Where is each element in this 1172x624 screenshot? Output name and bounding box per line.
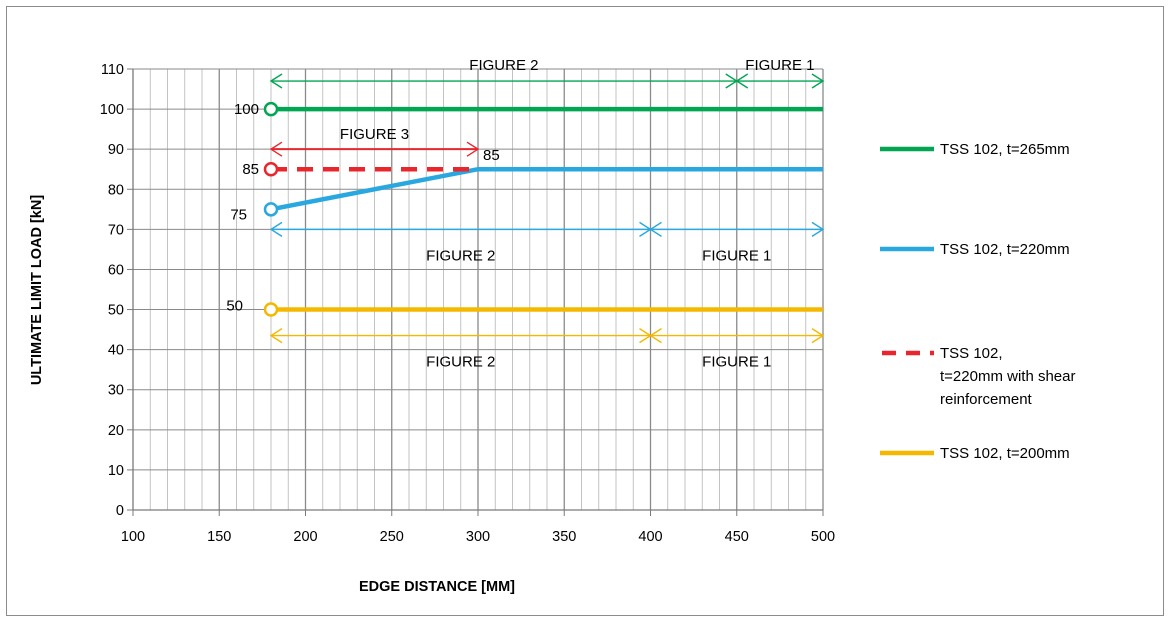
range-arrowhead [811, 328, 825, 344]
x-tick-label: 150 [207, 529, 231, 545]
x-tick-label: 200 [293, 529, 317, 545]
range-annotations: FIGURE 2 FIGURE 1 FIGURE 3 FIGURE 2 FIGURE 1… [269, 57, 825, 371]
x-tick-label: 300 [466, 529, 490, 545]
point-label: 50 [226, 298, 243, 315]
range-arrowhead [269, 221, 283, 237]
series-start-marker [263, 101, 279, 117]
range-arrowhead [269, 328, 283, 344]
y-tick-label: 70 [108, 222, 124, 238]
range-label: FIGURE 3 [340, 126, 409, 143]
y-tick-label: 0 [116, 503, 124, 519]
x-tick-label: 250 [380, 529, 404, 545]
range-arrowhead [649, 328, 662, 344]
point-label: 85 [242, 161, 259, 178]
series-start-marker [263, 202, 279, 217]
x-tick-label: 500 [811, 529, 835, 545]
range-label: FIGURE 2 [426, 247, 495, 264]
legend-label: TSS 102, t=265mm [940, 141, 1070, 158]
range-label: FIGURE 2 [469, 57, 538, 74]
x-tick-label: 450 [725, 529, 749, 545]
point-label: 100 [234, 101, 259, 118]
x-tick-label: 400 [638, 529, 662, 545]
legend-label: reinforcement [940, 391, 1033, 408]
point-label: 75 [230, 206, 247, 223]
y-tick-label: 100 [100, 102, 124, 118]
y-tick-label: 20 [108, 423, 124, 439]
range-arrowhead [735, 73, 749, 89]
x-tick-label: 100 [121, 529, 145, 545]
y-tick-label: 30 [108, 383, 124, 399]
range-arrowhead [269, 141, 283, 157]
y-tick-label: 40 [108, 343, 124, 359]
legend-label: TSS 102, [940, 345, 1003, 362]
range-label: FIGURE 2 [426, 354, 495, 371]
x-tick-label: 350 [552, 529, 576, 545]
y-tick-label: 110 [101, 62, 124, 78]
grid [133, 68, 824, 510]
y-tick-label: 80 [108, 182, 124, 198]
series-start-marker [263, 161, 279, 177]
legend-label: TSS 102, t=200mm [940, 445, 1070, 462]
axes: 0 10 20 30 40 50 60 70 80 90 100 110 100 150 200 250 300… [100, 62, 835, 545]
y-tick-label: 90 [108, 142, 124, 158]
range-arrowhead [466, 141, 480, 157]
series-line [270, 166, 823, 212]
legend: TSS 102, t=265mm TSS 102, t=220mm TSS 102,… [880, 141, 1075, 462]
legend-label: TSS 102, t=220mm [940, 241, 1070, 258]
point-labels: 100 85 75 85 50 [226, 101, 499, 314]
range-label: FIGURE 1 [702, 354, 771, 371]
y-tick-label: 60 [108, 262, 124, 278]
range-arrowhead [269, 73, 283, 89]
y-tick-label: 50 [108, 303, 124, 319]
series-start-marker [263, 302, 279, 317]
point-label: 85 [483, 147, 500, 164]
range-arrowhead [811, 73, 825, 89]
range-label: FIGURE 1 [745, 57, 814, 74]
x-axis-label: EDGE DISTANCE [MM] [359, 579, 515, 595]
y-tick-label: 10 [108, 463, 124, 479]
series-lines [263, 101, 823, 317]
range-arrowhead [811, 221, 825, 237]
range-arrowhead [649, 221, 662, 237]
range-label: FIGURE 1 [702, 247, 771, 264]
legend-label: t=220mm with shear [940, 368, 1075, 385]
y-axis-label: ULTIMATE LIMIT LOAD [kN] [29, 195, 45, 386]
